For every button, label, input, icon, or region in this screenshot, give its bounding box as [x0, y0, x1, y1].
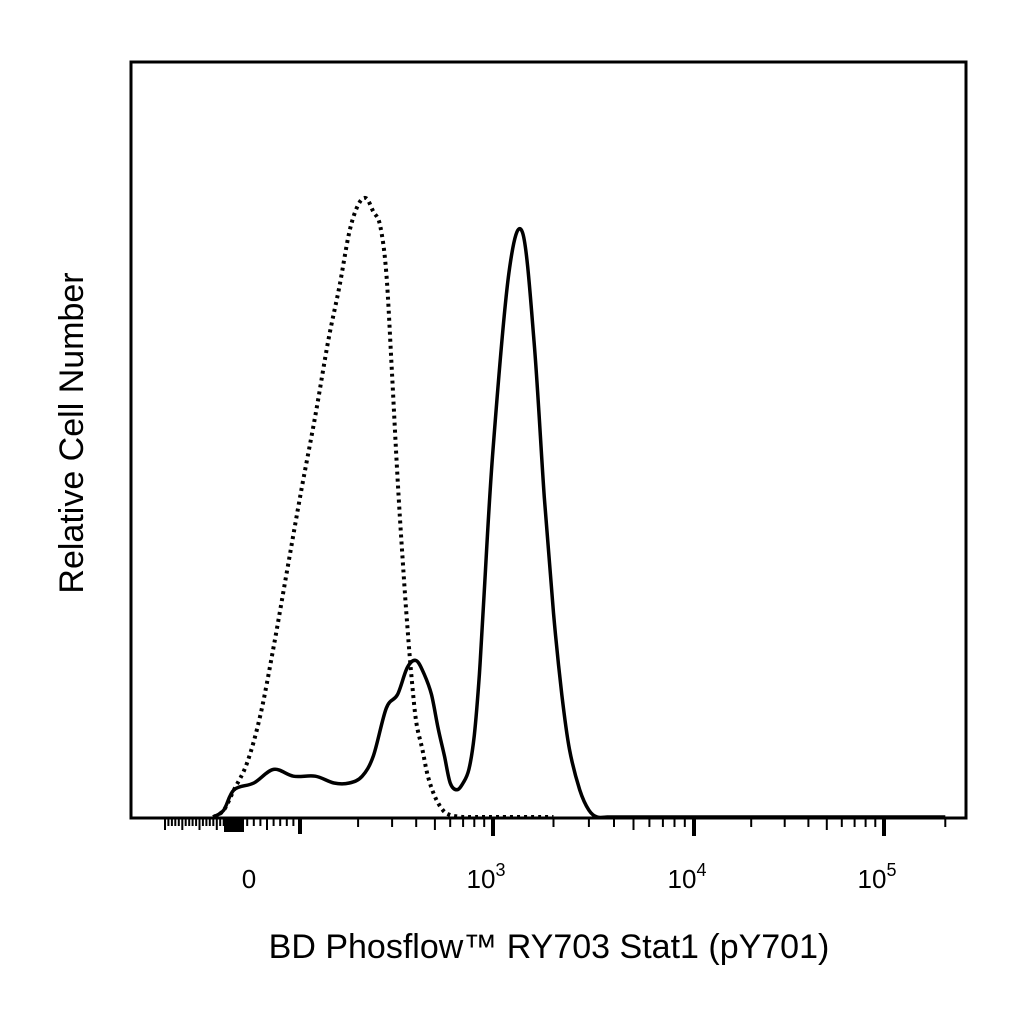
- x-tick-label: 103: [467, 860, 506, 894]
- y-axis-title: Relative Cell Number: [53, 272, 91, 593]
- x-tick-label: 0: [242, 864, 256, 894]
- x-axis-ticks: [164, 818, 947, 836]
- x-axis-tick-labels: 0 103 104 105: [242, 860, 897, 894]
- control-histogram-dotted: [212, 195, 554, 820]
- series-group: [212, 195, 946, 820]
- stimulated-histogram-solid: [212, 226, 946, 820]
- plot-frame: [129, 60, 968, 820]
- x-tick-label: 105: [858, 860, 897, 894]
- x-axis-title: BD Phosflow™ RY703 Stat1 (pY701): [269, 928, 830, 966]
- x-zero-tick-block: [224, 818, 244, 832]
- x-tick-label: 104: [668, 860, 707, 894]
